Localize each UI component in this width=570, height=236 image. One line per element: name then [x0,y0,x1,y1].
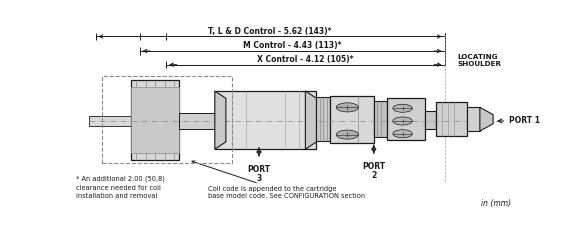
Text: PORT: PORT [247,165,271,174]
Bar [180,113,215,129]
Text: T, L & D Control - 5.62 (143)*: T, L & D Control - 5.62 (143)* [208,27,332,36]
Bar [387,98,425,140]
Circle shape [393,104,412,112]
Circle shape [393,130,412,138]
Bar [89,116,131,126]
Text: LOCATING
SHOULDER: LOCATING SHOULDER [458,54,502,67]
Polygon shape [480,107,493,131]
Polygon shape [215,91,226,149]
Bar [374,101,387,137]
Text: M Control - 4.43 (113)*: M Control - 4.43 (113)* [243,41,341,50]
Text: * An additional 2.00 (50,8)
clearance needed for coil
installation and removal: * An additional 2.00 (50,8) clearance ne… [76,176,165,199]
Text: X Control - 4.12 (105)*: X Control - 4.12 (105)* [257,55,353,64]
Bar [131,87,180,153]
Polygon shape [306,91,316,149]
Bar [131,80,180,160]
Circle shape [336,103,359,112]
Bar [316,97,329,141]
Text: PORT 1: PORT 1 [508,116,540,125]
Text: 2: 2 [371,171,376,180]
Text: 3: 3 [256,174,262,183]
Bar [425,111,435,129]
Bar [102,76,233,163]
Bar [435,102,467,136]
Polygon shape [467,107,480,131]
Circle shape [393,117,412,125]
Text: in (mm): in (mm) [481,199,511,208]
Circle shape [336,130,359,139]
Text: PORT: PORT [363,162,385,171]
Bar [215,91,316,149]
Bar [329,96,374,143]
Text: Coil code is appended to the cartridge
base model code. See CONFIGURATION sectio: Coil code is appended to the cartridge b… [192,161,365,199]
